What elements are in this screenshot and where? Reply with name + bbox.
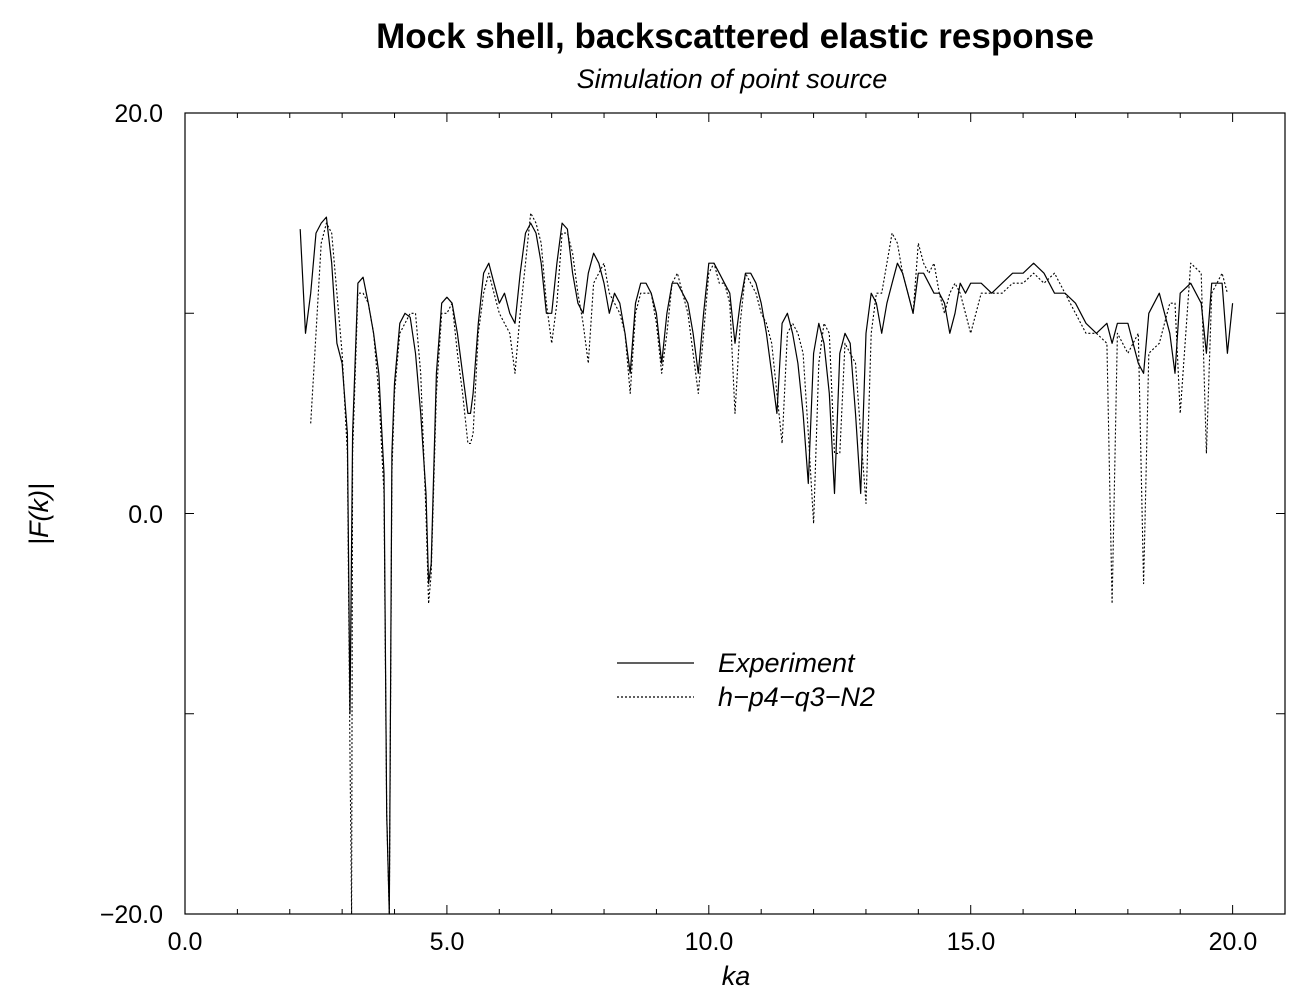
series-layer	[299, 212, 1234, 915]
legend-label-simulation: h−p4−q3−N2	[718, 682, 875, 712]
y-tick-label-0: 0.0	[128, 501, 163, 529]
x-tick-label-10: 10.0	[685, 928, 734, 956]
y-axis-label: |F(k)|	[24, 483, 54, 545]
y-tick-label-20: 20.0	[114, 100, 163, 128]
x-axis-label: ka	[722, 961, 751, 991]
series-line-0	[299, 216, 1234, 915]
axis-ticks	[185, 113, 1285, 914]
y-tick-label-neg20: −20.0	[100, 901, 163, 929]
x-tick-label-20: 20.0	[1209, 928, 1258, 956]
series-line-1	[310, 212, 1228, 915]
x-tick-label-5: 5.0	[430, 928, 465, 956]
legend: Experiment h−p4−q3−N2	[617, 648, 875, 712]
x-tick-label-0: 0.0	[168, 928, 203, 956]
chart-title: Mock shell, backscattered elastic respon…	[376, 17, 1094, 56]
x-tick-label-15: 15.0	[947, 928, 996, 956]
chart-subtitle: Simulation of point source	[577, 64, 888, 94]
legend-label-experiment: Experiment	[718, 648, 856, 678]
